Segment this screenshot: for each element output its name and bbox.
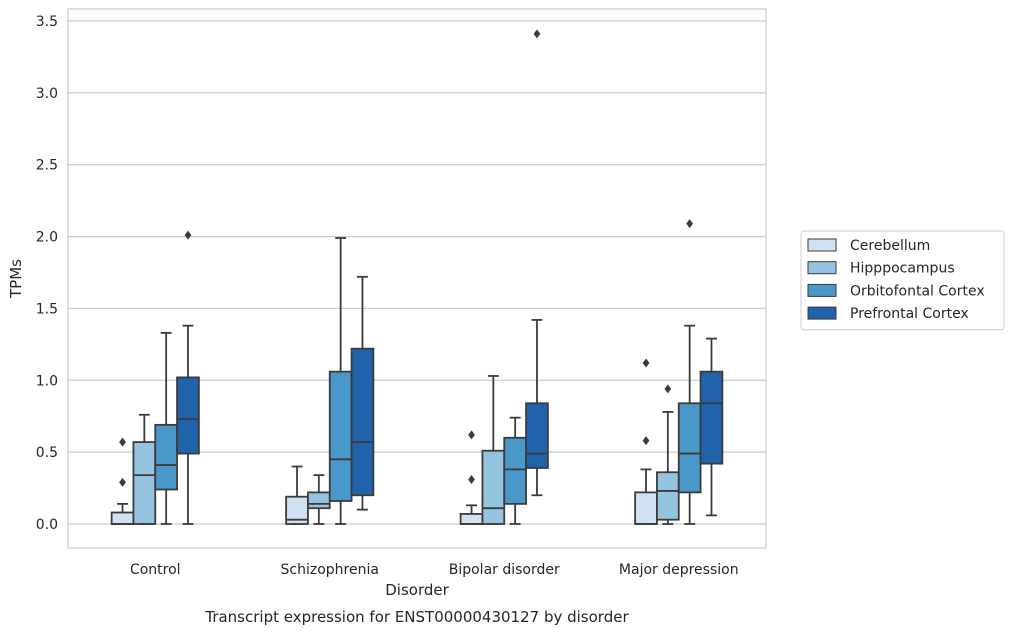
box-iqr xyxy=(699,370,724,465)
box-orbitofontal-cortex xyxy=(328,237,353,525)
legend-label: Prefrontal Cortex xyxy=(850,306,969,322)
outlier-point xyxy=(664,384,672,394)
plot-frame xyxy=(67,8,767,549)
outlier-point xyxy=(468,474,475,484)
box-iqr xyxy=(154,423,178,491)
y-tick-label: 2.0 xyxy=(36,230,58,246)
y-tick-label: 3.0 xyxy=(36,86,58,102)
x-tick-label: Schizophrenia xyxy=(281,562,379,578)
box-iqr xyxy=(307,491,331,510)
legend-label: Hipppocampus xyxy=(850,261,955,277)
box-iqr xyxy=(525,402,549,469)
box-hipppocampus xyxy=(656,384,680,525)
box-cerebellum xyxy=(285,465,309,525)
box-prefrontal-cortex xyxy=(350,275,375,511)
box-prefrontal-cortex xyxy=(176,230,200,525)
y-tick-label: 1.5 xyxy=(36,301,58,317)
x-axis-ticks: Control Schizophrenia Bipolar disorder Majo… xyxy=(130,562,739,578)
box-hipppocampus xyxy=(132,413,157,525)
box-iqr xyxy=(132,441,157,525)
box-iqr xyxy=(176,376,200,455)
box-hipppocampus xyxy=(307,474,331,525)
outlier-point xyxy=(119,477,126,487)
box-hipppocampus xyxy=(481,375,506,525)
outlier-point xyxy=(686,219,694,229)
y-tick-label: 1.0 xyxy=(36,373,58,389)
outlier-point xyxy=(533,29,541,39)
box-iqr xyxy=(350,347,375,497)
outlier-point xyxy=(642,358,650,368)
y-axis-ticks: 0.0 0.5 1.0 1.5 2.0 2.5 3.0 3.5 xyxy=(36,14,58,533)
box-orbitofontal-cortex xyxy=(677,219,702,525)
outlier-point xyxy=(184,230,192,240)
box-iqr xyxy=(285,495,309,525)
x-tick-label: Major depression xyxy=(619,562,739,578)
box-iqr xyxy=(328,370,353,502)
y-axis-title: TPMs xyxy=(7,259,25,299)
box-cerebellum xyxy=(110,437,135,525)
y-tick-label: 0.5 xyxy=(36,445,58,461)
box-cerebellum xyxy=(634,358,658,525)
x-axis-title: Disorder xyxy=(385,581,449,599)
y-tick-label: 2.5 xyxy=(36,158,58,174)
box-iqr xyxy=(481,449,506,525)
box-iqr xyxy=(503,436,527,505)
legend-swatch xyxy=(807,283,837,297)
legend-swatch xyxy=(807,306,837,320)
legend-frame xyxy=(800,230,1005,331)
box-iqr xyxy=(110,511,135,525)
outlier-point xyxy=(119,437,126,447)
box-iqr xyxy=(634,491,658,525)
box-iqr xyxy=(459,513,484,525)
box-orbitofontal-cortex xyxy=(154,331,178,525)
legend-swatch xyxy=(807,238,837,252)
box-iqr xyxy=(656,471,680,521)
x-tick-label: Bipolar disorder xyxy=(449,562,560,578)
legend-label: Cerebellum xyxy=(850,238,930,254)
outlier-point xyxy=(642,436,650,446)
box-iqr xyxy=(677,402,702,494)
box-prefrontal-cortex xyxy=(699,337,724,517)
box-plot-series xyxy=(110,29,724,525)
legend-swatch xyxy=(807,261,837,275)
legend-label: Orbitofontal Cortex xyxy=(850,283,985,299)
chart-caption: Transcript expression for ENST0000043012… xyxy=(204,608,629,626)
y-tick-label: 3.5 xyxy=(36,14,58,30)
legend: Cerebellum Hipppocampus Orbitofontal Corte… xyxy=(800,230,1005,331)
outlier-point xyxy=(468,430,475,440)
y-tick-label: 0.0 xyxy=(36,517,58,533)
box-prefrontal-cortex xyxy=(525,29,549,497)
box-orbitofontal-cortex xyxy=(503,416,527,525)
x-tick-label: Control xyxy=(130,562,181,578)
box-cerebellum xyxy=(459,430,484,525)
